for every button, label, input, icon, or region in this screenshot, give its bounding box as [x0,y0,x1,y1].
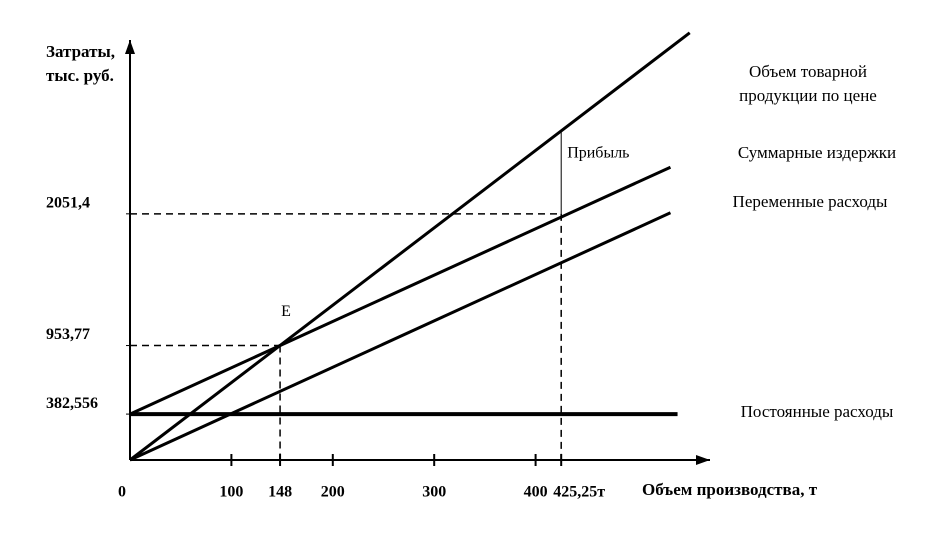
series-label: Суммарные издержки [737,143,897,162]
x-tick-label: 100 [219,484,243,501]
x-tick-label: 148 [268,484,292,501]
annotation: Прибыль [567,145,629,162]
series-label: Объем товарной продукции по цене [739,62,877,105]
y-tick-label: 953,77 [46,326,90,343]
series-line [129,165,672,416]
y-tick-label: 382,556 [46,395,98,412]
series-line [129,31,691,462]
y-axis-arrow [125,40,135,54]
x-tick-label: 425,25т [553,484,605,501]
x-tick-label: 0 [118,484,126,501]
y-axis-label: Затраты, тыс. руб. [46,42,115,85]
x-tick-label: 400 [524,484,548,501]
series-line [129,211,672,462]
series-label: Постоянные расходы [740,402,894,421]
x-tick-label: 300 [422,484,446,501]
x-axis-label: Объем производства, т [642,480,818,499]
series-label: Переменные расходы [732,192,888,211]
x-axis-arrow [696,455,710,465]
annotation: E [281,303,291,320]
x-tick-label: 200 [321,484,345,501]
y-tick-label: 2051,4 [46,195,90,212]
